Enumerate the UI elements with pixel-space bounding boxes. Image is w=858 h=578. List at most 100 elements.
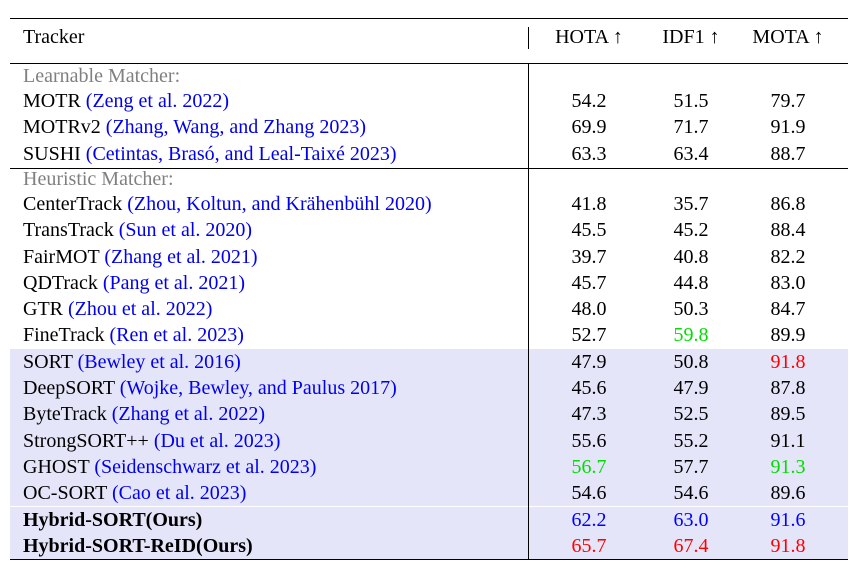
- hota-value: 54.2: [571, 90, 607, 112]
- tracker-name: QDTrack: [23, 271, 98, 294]
- tracker-name: GTR: [23, 298, 63, 321]
- hota-value: 56.7: [571, 455, 607, 478]
- tracker-cell: OC-SORT (Cao et al. 2023): [23, 480, 246, 506]
- mota-value: 88.7: [770, 142, 806, 165]
- idf1-value: 50.3: [673, 298, 709, 321]
- citation-link: (Zhang, Wang, and Zhang 2023): [105, 116, 366, 139]
- idf1-value: 55.2: [673, 429, 709, 452]
- table-row: FineTrack (Ren et al. 2023) 52.7 59.8 89.9: [10, 322, 848, 348]
- tracker-cell: QDTrack (Pang et al. 2021): [23, 270, 245, 296]
- citation-link: (Zeng et al. 2022): [85, 90, 230, 112]
- hota-value: 48.0: [571, 298, 607, 321]
- table-row: Hybrid-SORT-ReID(Ours) 65.7 67.4 91.8: [10, 532, 848, 560]
- header-divider: [528, 27, 529, 49]
- bottom-rule: [10, 559, 848, 561]
- section-title: Learnable Matcher:: [23, 65, 181, 87]
- table-row: GHOST (Seidenschwarz et al. 2023) 56.7 57.…: [10, 453, 848, 481]
- idf1-value: 44.8: [673, 271, 709, 294]
- tracker-name: GHOST: [23, 455, 90, 478]
- table-row: CenterTrack (Zhou, Koltun, and Krähenbüh…: [10, 191, 848, 217]
- tracker-cell: Hybrid-SORT-ReID(Ours): [23, 533, 253, 559]
- idf1-value: 63.0: [673, 508, 709, 531]
- idf1-value: 52.5: [673, 403, 709, 426]
- citation-link: (Zhou et al. 2022): [68, 298, 213, 321]
- citation-link: (Wojke, Bewley, and Paulus 2017): [119, 377, 397, 399]
- table-row: OC-SORT (Cao et al. 2023) 54.6 54.6 89.6: [10, 480, 848, 507]
- citation-link: (Sun et al. 2020): [118, 219, 253, 242]
- table-row: DeepSORT (Wojke, Bewley, and Paulus 2017…: [10, 375, 848, 402]
- citation-link: (Pang et al. 2021): [102, 271, 246, 294]
- tracker-name: StrongSORT++: [23, 429, 149, 452]
- tracker-cell: SUSHI (Cetintas, Brasó, and Leal-Taixé 2…: [23, 141, 397, 167]
- header-rule: [10, 63, 848, 64]
- mota-value: 91.3: [770, 455, 806, 478]
- column-divider: [528, 64, 529, 560]
- header-row: Tracker HOTA ↑ IDF1 ↑ MOTA ↑: [10, 24, 848, 50]
- hota-value: 55.6: [571, 429, 607, 452]
- section-title-row: Heuristic Matcher:: [10, 167, 848, 191]
- tracker-cell: CenterTrack (Zhou, Koltun, and Krähenbüh…: [23, 191, 432, 217]
- hota-value: 54.6: [571, 482, 607, 505]
- tracker-name: MOTR: [23, 90, 81, 112]
- mota-value: 83.0: [770, 271, 806, 294]
- hota-value: 52.7: [571, 324, 607, 347]
- tracker-name: SORT: [23, 350, 73, 373]
- tracker-name: DeepSORT: [23, 377, 115, 399]
- tracker-cell: FairMOT (Zhang et al. 2021): [23, 244, 258, 270]
- tracker-name: Hybrid-SORT(Ours): [23, 508, 203, 531]
- tracker-name: OC-SORT: [23, 482, 108, 505]
- idf1-value: 51.5: [673, 90, 709, 112]
- hota-value: 39.7: [571, 245, 607, 268]
- tracker-cell: Hybrid-SORT(Ours): [23, 507, 202, 533]
- mota-value: 89.5: [770, 403, 806, 426]
- table-row: QDTrack (Pang et al. 2021) 45.7 44.8 83.0: [10, 270, 848, 296]
- tracker-name: FineTrack: [23, 324, 105, 347]
- citation-link: (Ren et al. 2023): [109, 324, 244, 347]
- tracker-name: ByteTrack: [23, 403, 107, 426]
- tracker-cell: DeepSORT (Wojke, Bewley, and Paulus 2017…: [23, 375, 397, 401]
- idf1-value: 50.8: [673, 350, 709, 373]
- mota-value: 87.8: [770, 377, 806, 399]
- mota-value: 84.7: [770, 298, 806, 321]
- hota-value: 65.7: [571, 534, 607, 557]
- header-hota: HOTA ↑: [555, 26, 623, 48]
- tracker-name: FairMOT: [23, 245, 100, 268]
- tracker-cell: GHOST (Seidenschwarz et al. 2023): [23, 454, 316, 480]
- citation-link: (Zhang et al. 2021): [104, 245, 258, 268]
- tracker-name: MOTRv2: [23, 116, 101, 139]
- hota-value: 41.8: [571, 192, 607, 215]
- header-mota: MOTA ↑: [752, 26, 824, 48]
- hota-value: 45.5: [571, 219, 607, 242]
- top-rule: [10, 18, 848, 20]
- section-rule: [10, 167, 848, 169]
- citation-link: (Cetintas, Brasó, and Leal-Taixé 2023): [85, 142, 397, 165]
- tracker-cell: SORT (Bewley et al. 2016): [23, 349, 241, 375]
- tracker-cell: ByteTrack (Zhang et al. 2022): [23, 401, 265, 427]
- hota-value: 45.7: [571, 271, 607, 294]
- table-row: StrongSORT++ (Du et al. 2023) 55.6 55.2 91.…: [10, 427, 848, 454]
- table-row: TransTrack (Sun et al. 2020) 45.5 45.2 88.4: [10, 217, 848, 243]
- header-tracker: Tracker: [23, 26, 85, 48]
- tracker-cell: StrongSORT++ (Du et al. 2023): [23, 428, 280, 454]
- mota-value: 91.6: [770, 508, 806, 531]
- idf1-value: 40.8: [673, 245, 709, 268]
- mota-value: 91.1: [770, 429, 806, 452]
- hota-value: 45.6: [571, 377, 607, 399]
- citation-link: (Zhang et al. 2022): [111, 403, 265, 426]
- hota-value: 63.3: [571, 142, 607, 165]
- tracker-name: TransTrack: [23, 219, 114, 242]
- mota-value: 88.4: [770, 219, 806, 242]
- table-row: MOTR (Zeng et al. 2022) 54.2 51.5 79.7: [10, 88, 848, 114]
- citation-link: (Bewley et al. 2016): [77, 350, 241, 373]
- table-row: SUSHI (Cetintas, Brasó, and Leal-Taixé 2…: [10, 141, 848, 167]
- mota-value: 91.8: [770, 534, 806, 557]
- citation-link: (Du et al. 2023): [153, 429, 281, 452]
- table-row: FairMOT (Zhang et al. 2021) 39.7 40.8 82.2: [10, 244, 848, 270]
- citation-link: (Zhou, Koltun, and Krähenbühl 2020): [127, 192, 432, 215]
- idf1-value: 67.4: [673, 534, 709, 557]
- idf1-value: 71.7: [673, 116, 709, 139]
- idf1-value: 63.4: [673, 142, 709, 165]
- citation-link: (Cao et al. 2023): [112, 482, 247, 505]
- tracker-cell: MOTRv2 (Zhang, Wang, and Zhang 2023): [23, 114, 366, 140]
- tracker-cell: MOTR (Zeng et al. 2022): [23, 88, 229, 114]
